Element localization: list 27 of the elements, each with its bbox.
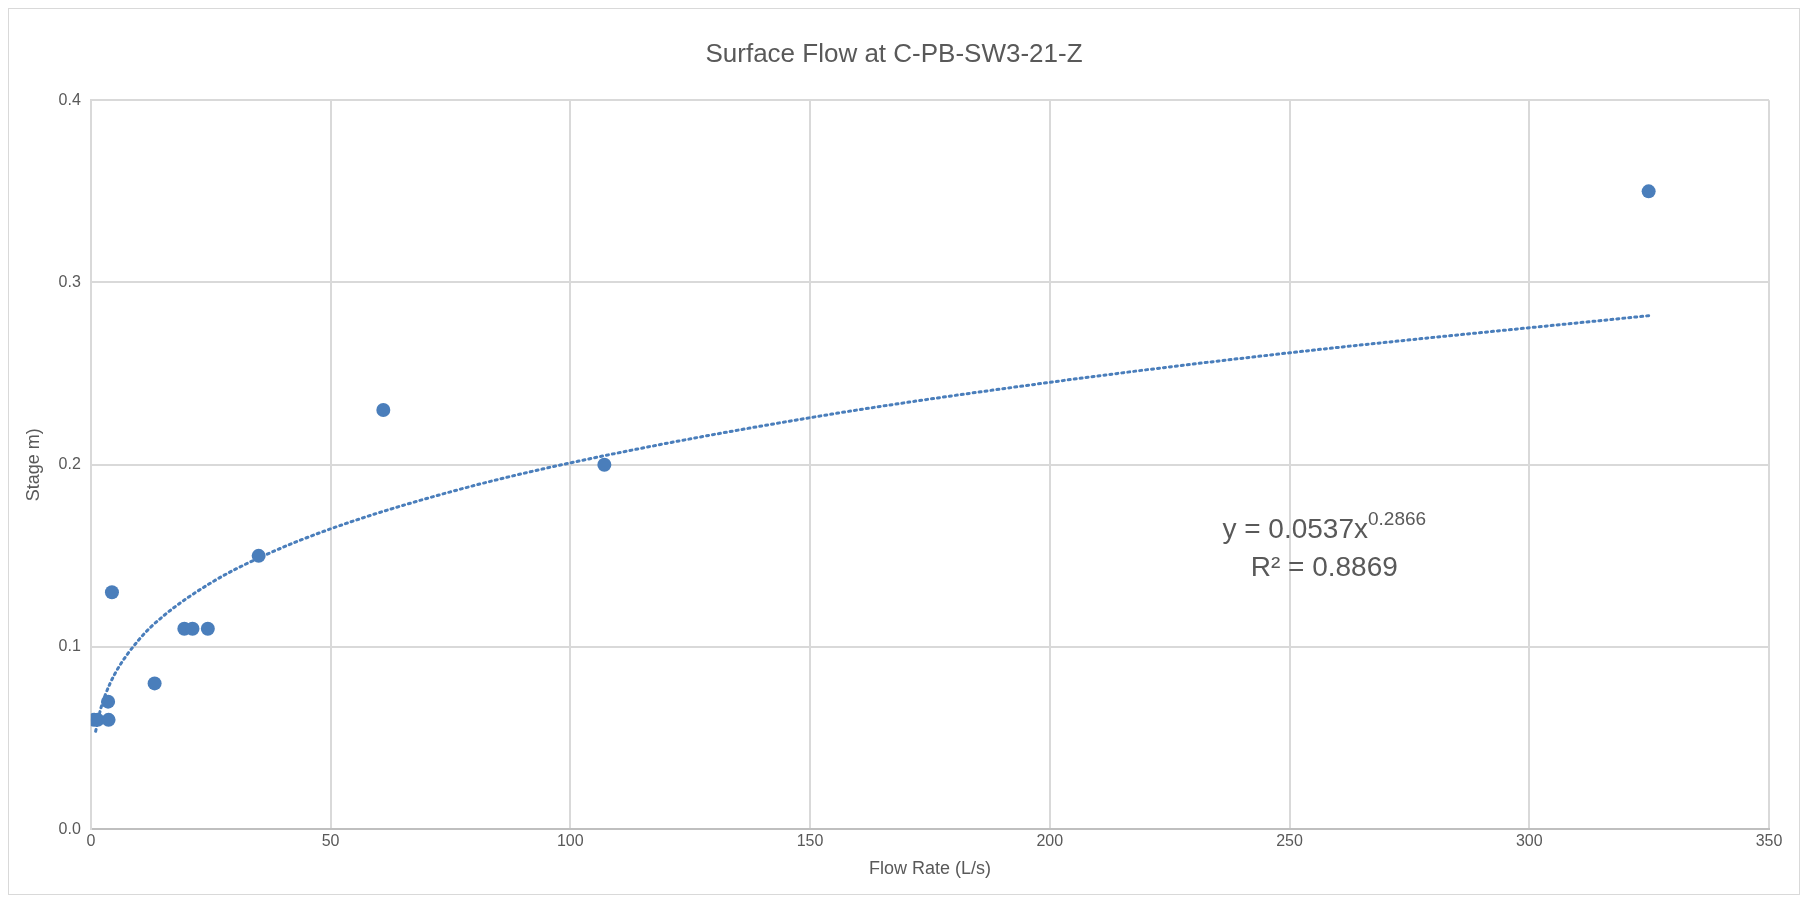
y-tick-label: 0.2 xyxy=(58,455,81,473)
x-tick-label: 50 xyxy=(321,832,340,850)
line-series xyxy=(94,314,1651,733)
point xyxy=(147,676,162,691)
x-tick-label: 0 xyxy=(86,832,96,850)
y-tick-label: 0.4 xyxy=(58,90,81,108)
x-tick-label: 350 xyxy=(1755,832,1783,850)
point xyxy=(101,712,116,727)
x-tick-label: 100 xyxy=(556,832,584,850)
point xyxy=(101,694,116,709)
annotation: R² = 0.8869 xyxy=(1250,550,1398,582)
x-tick-label: 300 xyxy=(1515,832,1543,850)
x-tick-label: 250 xyxy=(1276,832,1303,850)
x-axis-title: Flow Rate (L/s) xyxy=(868,858,991,879)
y-tick-label: 0.3 xyxy=(58,272,81,290)
point xyxy=(1641,184,1656,199)
x-tick-label: 150 xyxy=(796,832,824,850)
y-tick-label: 0.0 xyxy=(58,819,81,837)
point xyxy=(597,457,612,472)
point xyxy=(251,548,266,563)
point xyxy=(376,403,391,418)
point xyxy=(104,585,119,600)
x-tick-label: 200 xyxy=(1036,832,1064,850)
y-tick-label: 0.1 xyxy=(58,637,81,655)
chart-title: Surface Flow at C-PB-SW3-21-Z xyxy=(705,37,1083,68)
point xyxy=(200,621,215,636)
y-axis-title: Stage m) xyxy=(22,428,43,502)
